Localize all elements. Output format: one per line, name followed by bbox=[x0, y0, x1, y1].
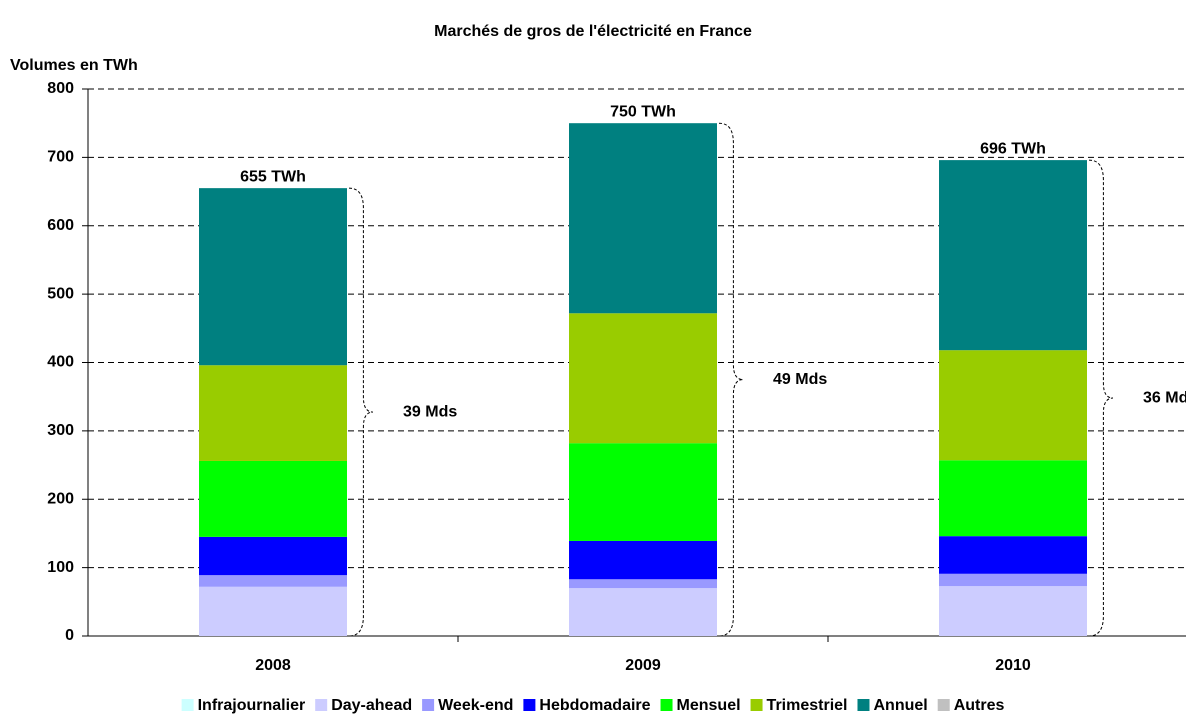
bar-segment bbox=[199, 460, 347, 537]
x-tick-label: 2008 bbox=[255, 657, 291, 674]
legend-label: Day-ahead bbox=[331, 697, 412, 714]
bar-segment bbox=[569, 123, 717, 314]
bar-segment bbox=[569, 579, 717, 589]
total-label: 655 TWh bbox=[240, 168, 306, 185]
legend-label: Autres bbox=[954, 697, 1005, 714]
bar-segment bbox=[939, 536, 1087, 574]
legend-swatch bbox=[315, 699, 328, 711]
bar-segment bbox=[199, 575, 347, 587]
bar-segment bbox=[939, 573, 1087, 587]
bar-segment bbox=[939, 350, 1087, 461]
bar-segment bbox=[569, 540, 717, 580]
y-axis-label: Volumes en TWh bbox=[10, 57, 138, 74]
y-tick-label: 200 bbox=[47, 490, 74, 507]
brace bbox=[718, 122, 744, 637]
y-tick-label: 700 bbox=[47, 149, 74, 166]
legend-label: Hebdomadaire bbox=[539, 697, 650, 714]
brace-label: 36 Mds bbox=[1143, 389, 1186, 406]
y-tick-label: 0 bbox=[65, 627, 74, 644]
legend-swatch bbox=[422, 699, 435, 711]
legend-label: Annuel bbox=[873, 697, 927, 714]
brace-label: 39 Mds bbox=[403, 403, 457, 420]
bar-segment bbox=[939, 460, 1087, 537]
y-tick-label: 300 bbox=[47, 422, 74, 439]
chart-title: Marchés de gros de l'électricité en Fran… bbox=[434, 23, 752, 40]
y-tick-label: 600 bbox=[47, 217, 74, 234]
bar-segment bbox=[199, 536, 347, 576]
y-tick-label: 400 bbox=[47, 354, 74, 371]
legend-swatch bbox=[660, 699, 673, 711]
x-tick-label: 2010 bbox=[995, 657, 1031, 674]
bar-segment bbox=[939, 160, 1087, 351]
brace bbox=[1088, 159, 1114, 637]
total-label: 696 TWh bbox=[980, 140, 1046, 157]
bar-segment bbox=[939, 586, 1087, 636]
x-tick-label: 2009 bbox=[625, 657, 661, 674]
bar-segment bbox=[569, 443, 717, 541]
legend-swatch bbox=[181, 699, 194, 711]
brace bbox=[348, 187, 374, 637]
legend-swatch bbox=[857, 699, 870, 711]
legend-swatch bbox=[523, 699, 536, 711]
total-label: 750 TWh bbox=[610, 103, 676, 120]
y-tick-label: 800 bbox=[47, 80, 74, 97]
bar-segment bbox=[569, 588, 717, 636]
legend-label: Trimestriel bbox=[767, 697, 848, 714]
bar-segment bbox=[199, 365, 347, 461]
legend-label: Infrajournalier bbox=[198, 697, 306, 714]
brace-label: 49 Mds bbox=[773, 371, 827, 388]
bar-segment bbox=[569, 313, 717, 444]
legend-swatch bbox=[937, 699, 950, 711]
bar-segment bbox=[199, 188, 347, 366]
legend-label: Mensuel bbox=[677, 697, 741, 714]
legend-swatch bbox=[750, 699, 763, 711]
y-tick-label: 500 bbox=[47, 285, 74, 302]
bar-segment bbox=[199, 586, 347, 636]
y-tick-label: 100 bbox=[47, 559, 74, 576]
legend-label: Week-end bbox=[438, 697, 513, 714]
